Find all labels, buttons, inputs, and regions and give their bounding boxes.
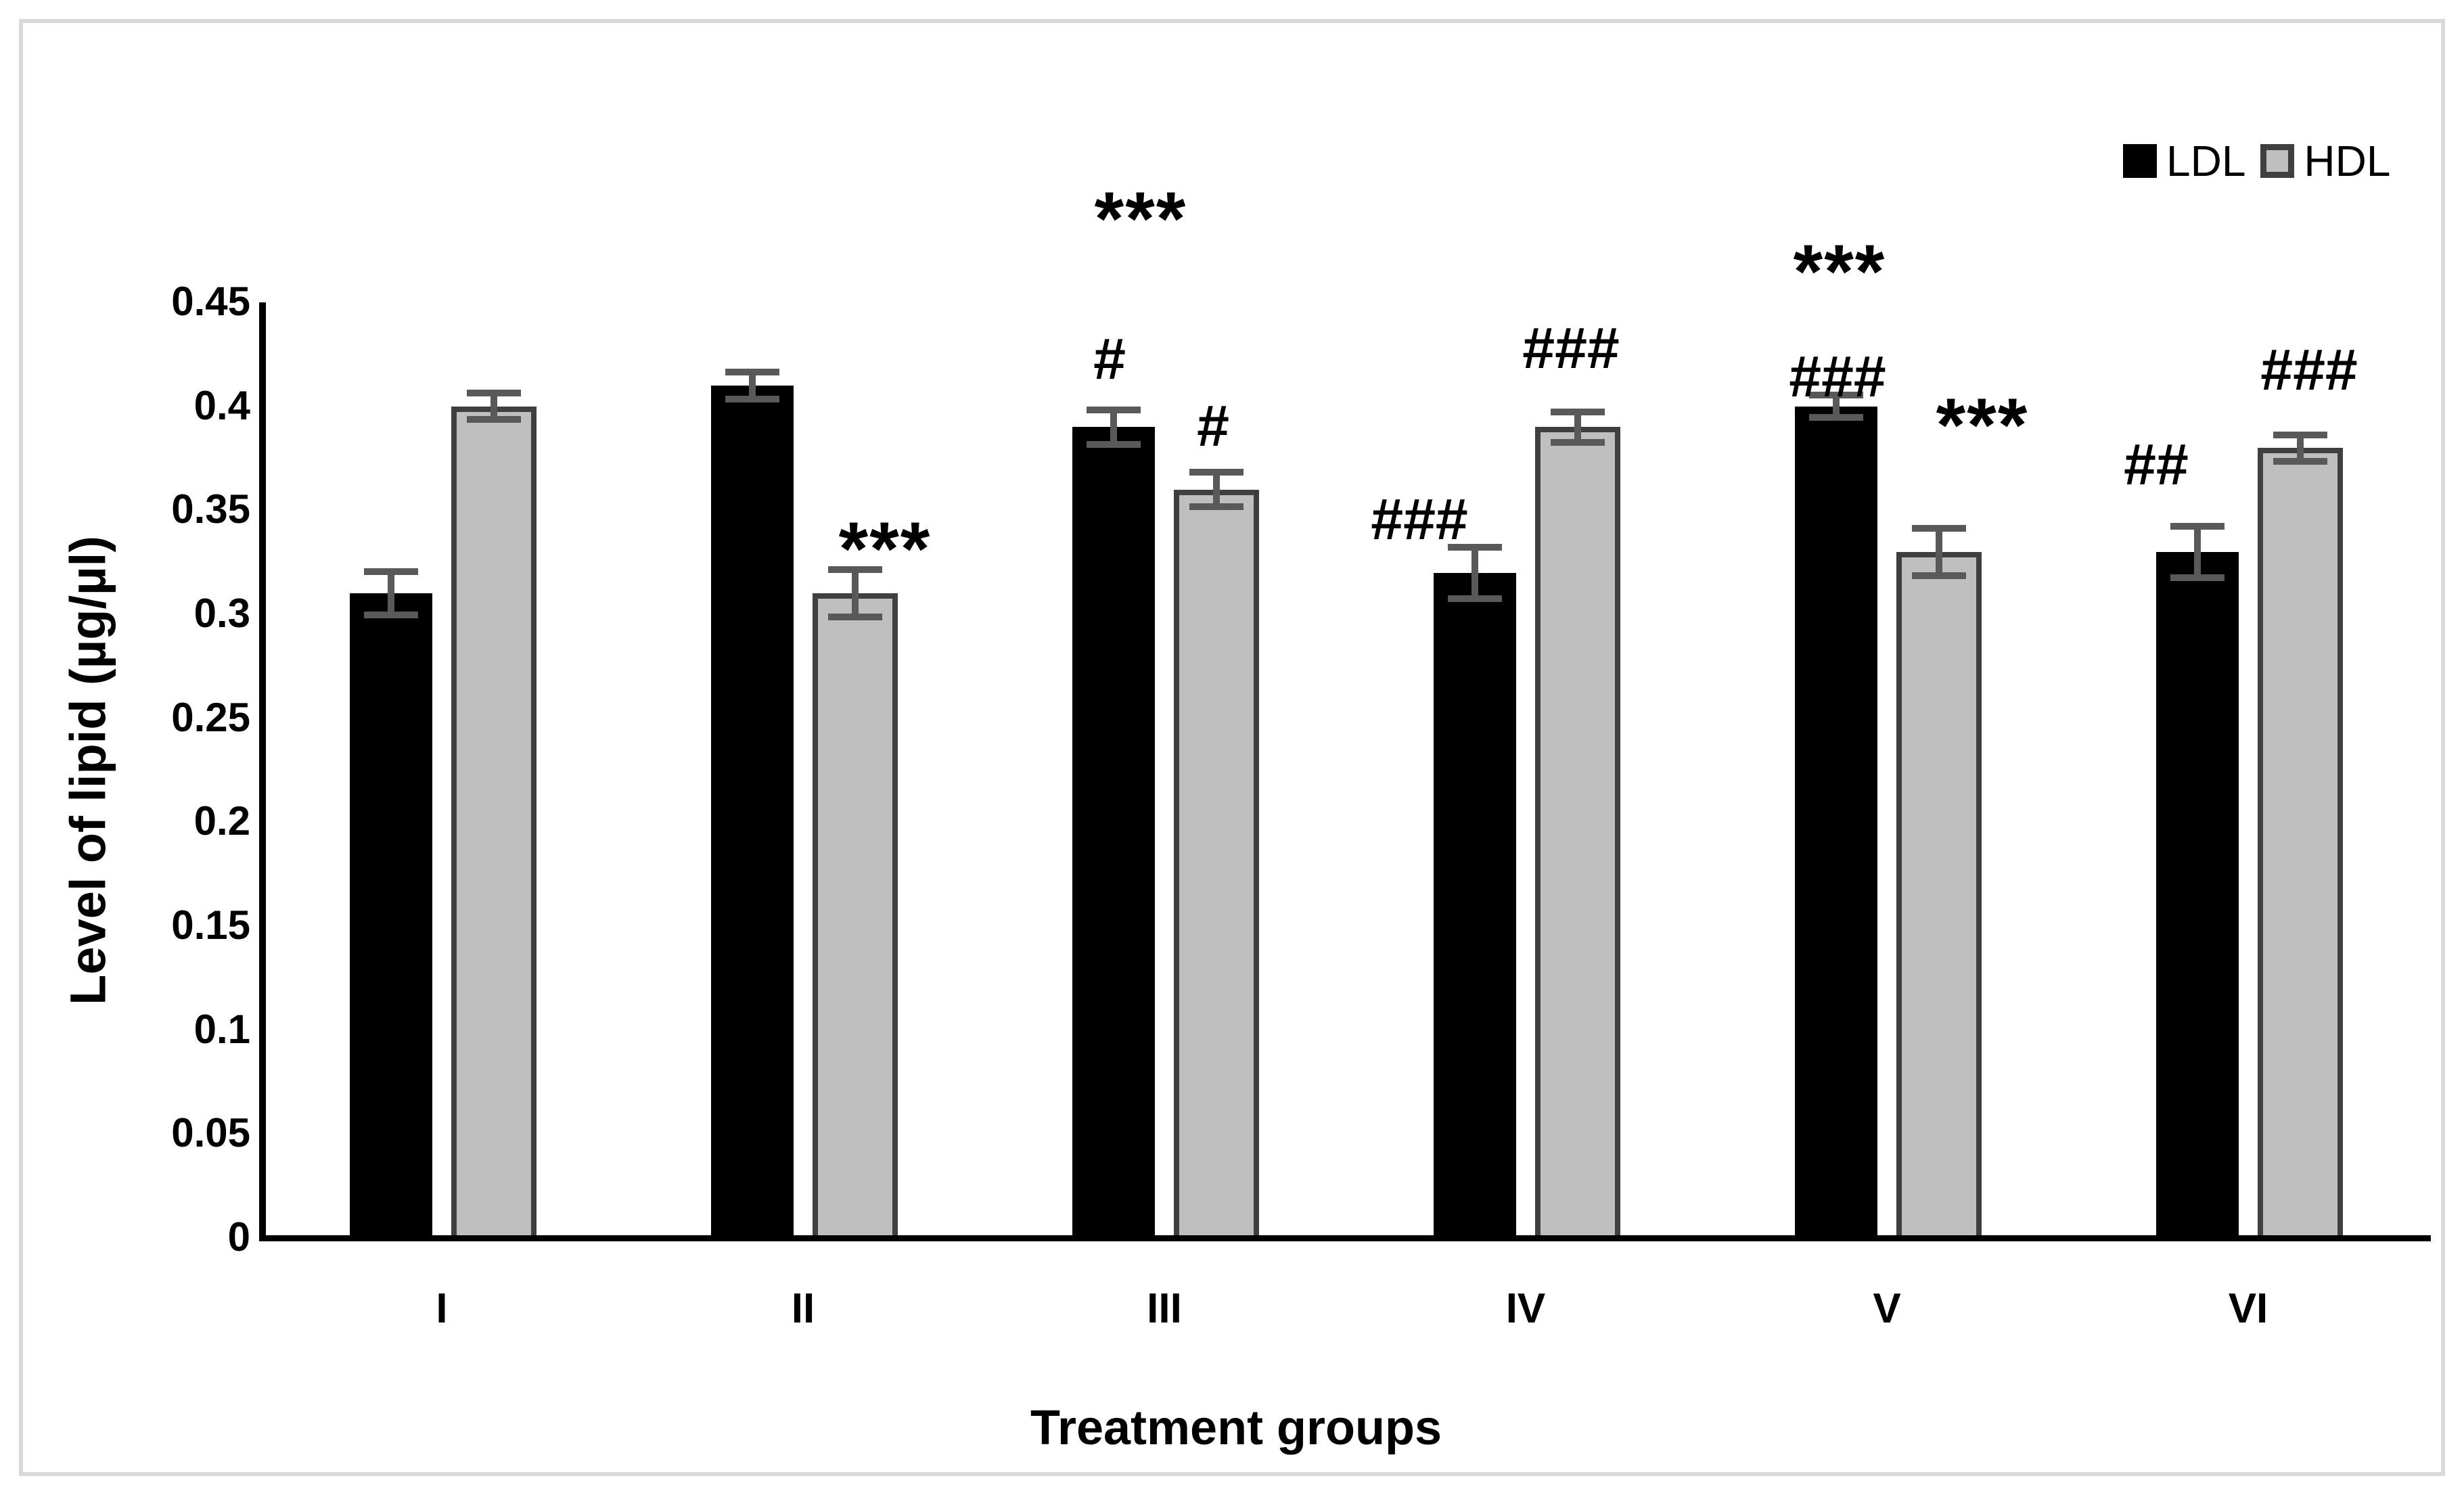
bar-LDL-VI	[2156, 551, 2239, 1241]
y-tick-label-0: 0	[227, 1214, 250, 1260]
error-bar-cap-bottom-HDL-VI	[2273, 457, 2327, 465]
legend-label-HDL: HDL	[2304, 137, 2391, 185]
error-bar-cap-top-LDL-II	[725, 369, 779, 376]
legend-swatch-LDL	[2123, 144, 2157, 178]
error-bar-cap-bottom-LDL-IV	[1448, 595, 1502, 602]
y-tick-label-0.15: 0.15	[171, 902, 250, 948]
significance-marker-V-LDL: ###	[1789, 344, 1886, 409]
error-bar-cap-top-LDL-I	[364, 568, 418, 576]
significance-marker-V-LDL: ***	[1793, 229, 1886, 314]
significance-marker-III-LDL: ***	[1094, 177, 1187, 261]
error-bar-cap-bottom-LDL-VI	[2170, 574, 2225, 581]
error-bar-cap-top-LDL-V	[1809, 392, 1863, 399]
bar-HDL-VI	[2258, 448, 2343, 1241]
significance-marker-IV-HDL: ###	[1522, 316, 1620, 381]
x-tick-label-IV: IV	[1505, 1285, 1546, 1332]
bar-LDL-IV	[1434, 572, 1516, 1241]
error-bar-cap-top-HDL-II	[828, 566, 882, 574]
bar-LDL-II	[711, 385, 794, 1241]
error-bar-cap-bottom-LDL-V	[1809, 414, 1863, 421]
error-bar-cap-top-HDL-I	[467, 390, 521, 397]
x-tick-label-III: III	[1147, 1285, 1182, 1332]
x-tick-label-V: V	[1873, 1285, 1901, 1332]
error-bar-line-HDL-III	[1213, 468, 1220, 511]
x-tick-label-I: I	[436, 1285, 448, 1332]
error-bar-line-HDL-V	[1936, 524, 1942, 579]
legend-item-HDL: HDL	[2260, 139, 2390, 183]
figure-border	[19, 19, 2445, 1476]
bar-LDL-V	[1795, 406, 1877, 1241]
error-bar-line-LDL-V	[1833, 392, 1840, 421]
bar-HDL-II	[813, 593, 898, 1241]
bar-HDL-III	[1174, 489, 1259, 1241]
error-bar-line-LDL-IV	[1471, 543, 1478, 602]
x-axis-line	[259, 1235, 2431, 1241]
legend-swatch-HDL	[2260, 144, 2295, 178]
y-tick-label-0.35: 0.35	[171, 486, 250, 532]
legend: LDL HDL	[2123, 139, 2390, 183]
y-tick-label-0.2: 0.2	[193, 798, 250, 844]
significance-marker-VI-LDL: ##	[2124, 432, 2189, 497]
error-bar-line-HDL-IV	[1574, 408, 1581, 446]
y-tick-label-0.45: 0.45	[171, 279, 250, 324]
bar-HDL-IV	[1535, 427, 1620, 1241]
significance-marker-VI-HDL: ###	[2260, 338, 2358, 402]
significance-marker-IV-LDL: ###	[1371, 487, 1468, 552]
error-bar-cap-bottom-LDL-I	[364, 612, 418, 619]
y-tick-label-0.25: 0.25	[171, 694, 250, 740]
error-bar-cap-top-HDL-III	[1189, 468, 1244, 476]
significance-marker-III-LDL: #	[1093, 327, 1126, 392]
error-bar-cap-top-LDL-IV	[1448, 543, 1502, 551]
y-axis-line	[259, 302, 266, 1241]
significance-marker-III-HDL: #	[1197, 394, 1229, 459]
y-tick-label-0.1: 0.1	[193, 1006, 250, 1052]
error-bar-cap-bottom-HDL-V	[1912, 572, 1966, 579]
legend-item-LDL: LDL	[2123, 139, 2245, 183]
error-bar-cap-bottom-LDL-III	[1087, 441, 1141, 448]
y-tick-label-0.3: 0.3	[193, 591, 250, 636]
error-bar-line-LDL-VI	[2194, 522, 2201, 581]
error-bar-line-HDL-VI	[2297, 431, 2304, 465]
legend-label-LDL: LDL	[2166, 137, 2246, 185]
significance-marker-II-HDL: ***	[838, 507, 932, 591]
error-bar-line-LDL-II	[749, 369, 756, 402]
error-bar-cap-bottom-HDL-I	[467, 416, 521, 423]
error-bar-line-HDL-I	[490, 390, 497, 423]
error-bar-cap-top-HDL-IV	[1551, 408, 1605, 415]
x-tick-label-II: II	[791, 1285, 815, 1332]
bar-LDL-III	[1072, 427, 1155, 1241]
error-bar-cap-bottom-HDL-IV	[1551, 439, 1605, 446]
error-bar-cap-top-HDL-V	[1912, 524, 1966, 532]
error-bar-cap-bottom-HDL-II	[828, 614, 882, 621]
bar-LDL-I	[350, 593, 432, 1241]
error-bar-line-LDL-I	[388, 568, 394, 619]
bar-HDL-V	[1896, 551, 1982, 1241]
y-tick-label-0.05: 0.05	[171, 1110, 250, 1156]
error-bar-line-LDL-III	[1110, 406, 1117, 448]
y-tick-label-0.4: 0.4	[193, 382, 250, 428]
bar-HDL-I	[451, 406, 537, 1241]
x-tick-label-VI: VI	[2228, 1285, 2268, 1332]
error-bar-cap-top-LDL-VI	[2170, 522, 2225, 530]
error-bar-cap-bottom-HDL-III	[1189, 503, 1244, 511]
x-axis-title: Treatment groups	[1030, 1401, 1442, 1455]
error-bar-line-HDL-II	[852, 566, 859, 621]
error-bar-cap-top-LDL-III	[1087, 406, 1141, 413]
error-bar-cap-top-HDL-VI	[2273, 431, 2327, 438]
error-bar-cap-bottom-LDL-II	[725, 395, 779, 402]
significance-marker-V-HDL: ***	[1936, 383, 2029, 467]
